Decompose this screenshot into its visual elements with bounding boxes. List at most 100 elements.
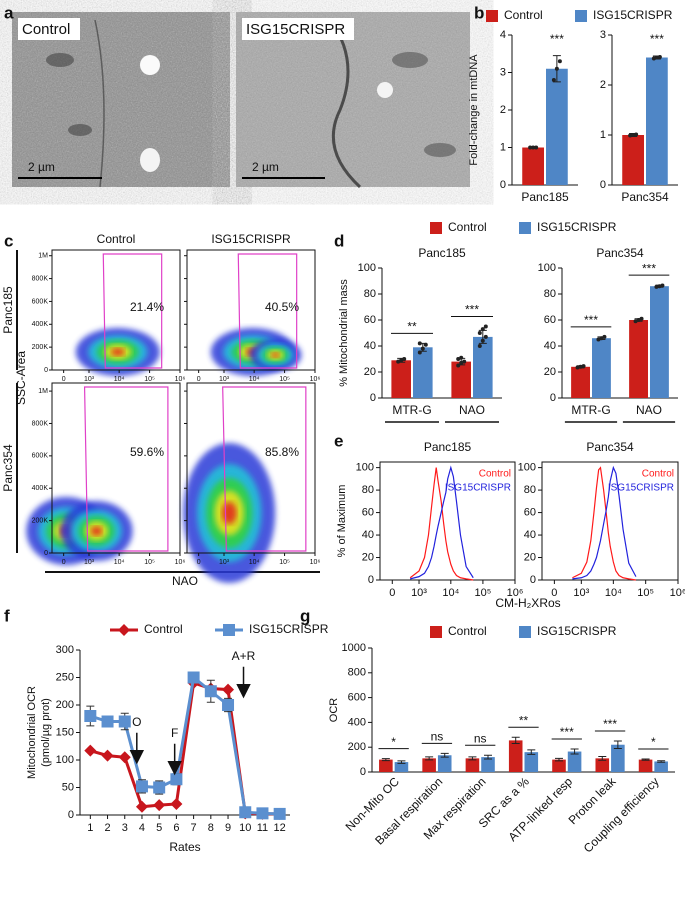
data-point [557,59,562,64]
x-tick-label: 10⁶ [175,559,186,566]
x-tick-label: 10⁶ [310,559,321,566]
significance-label: *** [603,717,617,731]
data-point [396,359,401,364]
bar [465,758,480,772]
y-tick-label: 40 [362,529,374,541]
data-point [657,55,662,59]
bar [595,758,610,772]
x-tick-label: 10⁴ [114,376,125,383]
marker [118,751,131,764]
bar [654,761,668,772]
gate [83,386,169,552]
data-point [456,363,461,368]
gate [237,253,298,369]
x-tick-label: NAO [459,403,485,417]
panel-label: a [4,3,14,22]
y-tick-label: 0 [600,179,606,191]
em-image [12,12,230,188]
density-cloud [111,348,125,356]
y-tick-label: 20 [364,366,376,378]
error-bar [381,758,390,762]
legend-label: Control [479,469,511,480]
plot-frame [51,382,181,554]
error-bar [641,758,650,761]
marker [222,699,235,711]
x-tick-label: 10⁴ [605,587,622,599]
line [409,467,474,581]
density-cloud [90,526,103,536]
legend-label: Control [642,469,674,480]
marker [204,685,217,698]
data-point [534,145,539,150]
data-point [399,358,404,363]
data-point [596,337,601,342]
significance-label: *** [550,32,564,46]
x-tick-label: 10⁶ [670,587,685,599]
annotation-arrow [167,743,182,776]
line [572,466,637,581]
density-cloud [221,501,237,525]
error-bar [613,740,622,749]
error-bar [527,749,536,755]
y-tick-label: 0 [530,574,536,586]
y-axis-label: Mitochondrial OCR [26,686,38,779]
significance-label: *** [560,725,574,739]
y-tick-label: 4 [500,29,506,41]
error-bar [440,752,449,758]
data-point [456,357,461,361]
data-point [483,324,488,329]
plot-frame [51,249,181,371]
y-tick-label: 600 [348,692,366,704]
significance-label: * [651,735,656,749]
significance-label: * [391,735,396,749]
data-point [599,336,604,341]
significance-label: *** [650,32,664,46]
x-tick-label: 1 [87,822,93,834]
data-point [628,133,633,138]
y-tick-label: 40 [524,529,536,541]
data-point [575,365,580,370]
data-point [657,284,662,289]
y-tick-label: 100 [56,754,74,766]
chart-title: Panc185 [424,440,472,454]
error-bar [468,756,477,761]
data-point [531,145,536,150]
x-axis-label: CM-H₂XRos [495,596,560,610]
data-point [581,364,586,369]
y-axis-label: % of Maximum [336,485,348,558]
y-axis-label: (pmol/µg prot) [40,698,52,767]
x-tick-label: 10⁶ [507,587,524,599]
column-title: Control [97,232,136,246]
bar [552,759,566,772]
y-tick-label: 3 [500,66,506,78]
data-point [462,359,467,364]
marker [153,781,166,794]
legend-label: ISG15CRISPR [445,483,511,494]
bar [611,744,625,772]
bar [629,320,648,398]
data-point [528,145,533,150]
y-tick-label: 600K [32,453,49,460]
plot-frame [186,249,316,371]
significance-label: *** [584,313,598,327]
y-tick-label: 60 [362,506,374,518]
marker [222,683,235,696]
marker [187,671,200,684]
y-tick-label: 80 [364,288,376,300]
data-point [402,357,407,361]
marker [256,807,269,820]
x-tick-label: 10⁵ [144,376,155,383]
legend-label: ISG15CRISPR [537,220,617,234]
gate [222,386,307,552]
x-axis-label: Rates [169,840,200,854]
x-axis-label: NAO [172,574,198,588]
line [572,465,637,580]
y-tick-label: 200K [32,344,49,351]
y-tick-label: 40 [544,340,556,352]
data-point [654,284,659,289]
y-tick-label: 200K [32,517,49,524]
legend-label: ISG15CRISPR [593,8,673,22]
y-tick-label: 0 [368,574,374,586]
x-tick-label: 0 [62,376,66,383]
